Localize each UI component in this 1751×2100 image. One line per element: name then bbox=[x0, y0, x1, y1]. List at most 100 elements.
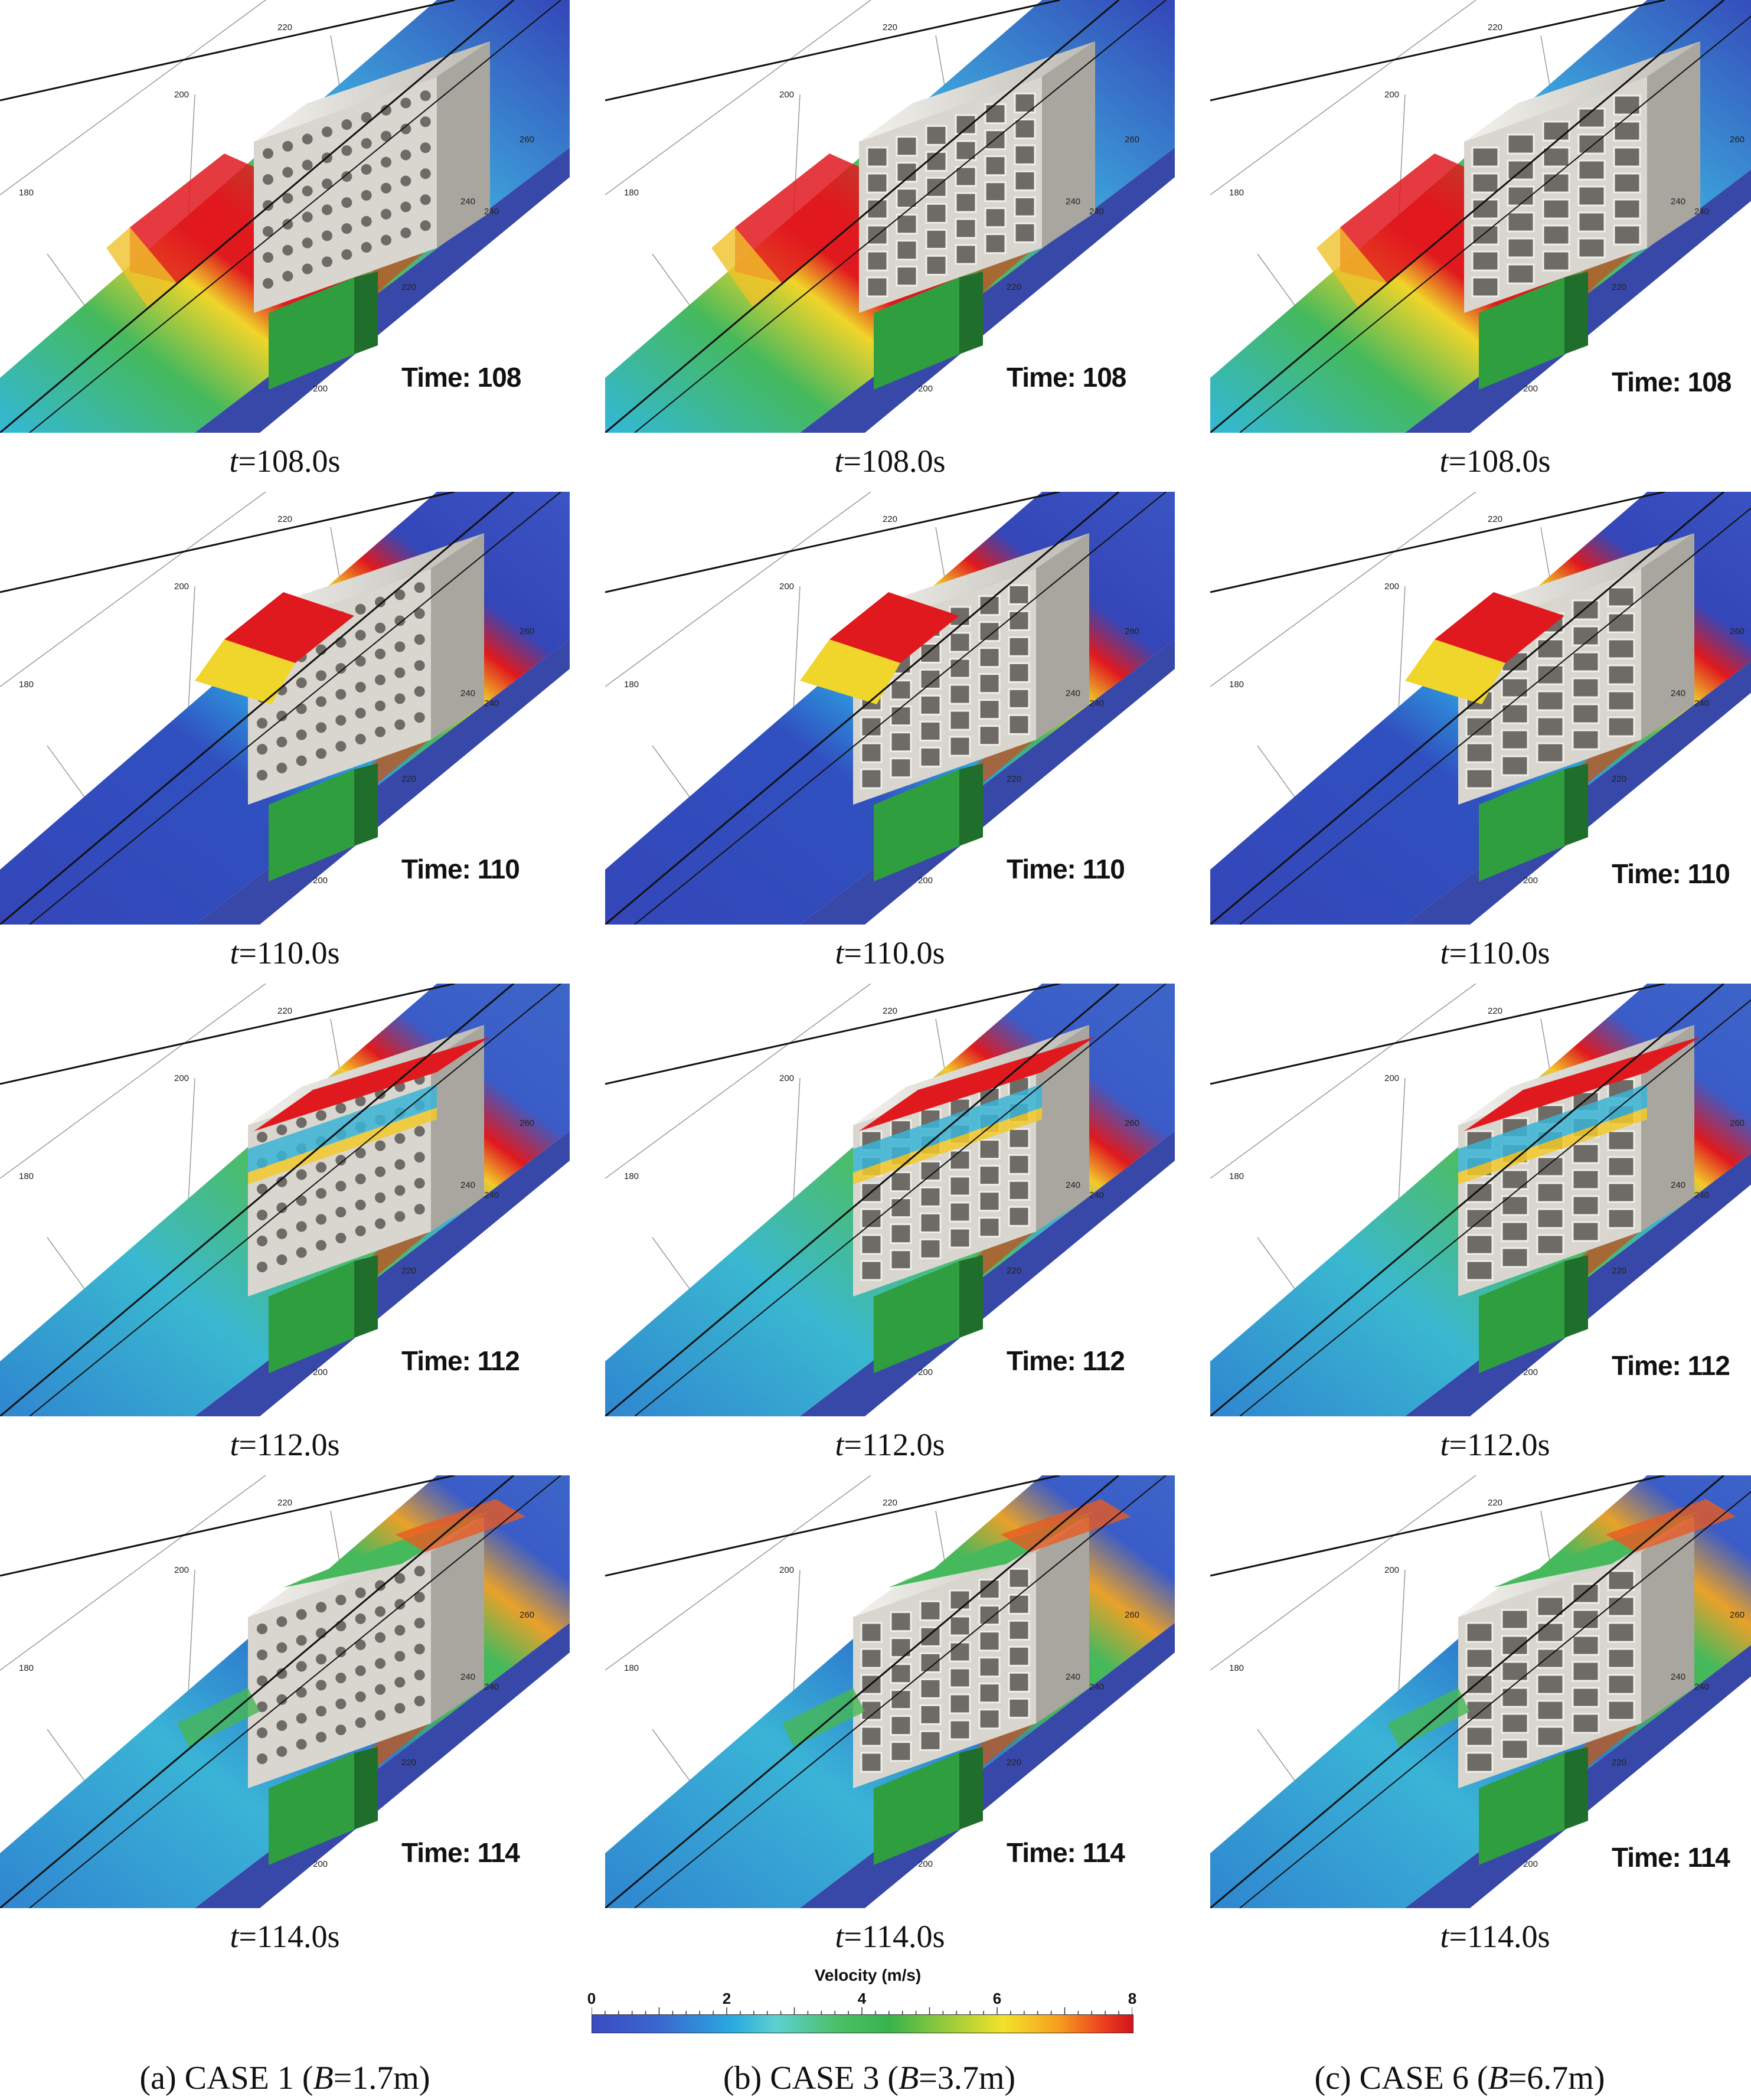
perforation-hole bbox=[282, 166, 293, 178]
perforation-hole bbox=[276, 736, 288, 747]
grid-line bbox=[1210, 0, 1476, 195]
building-roof bbox=[254, 41, 490, 142]
perforation-hole bbox=[919, 642, 942, 664]
flow-render bbox=[1210, 0, 1751, 433]
perforation-hole bbox=[316, 1110, 326, 1121]
axis-tick-label: 260 bbox=[520, 626, 535, 636]
perforation-hole bbox=[355, 1173, 366, 1184]
axis-tick-label: 200 bbox=[1523, 1859, 1538, 1869]
perforation-hole bbox=[400, 175, 411, 187]
overtopping-crest bbox=[1464, 1037, 1700, 1131]
perforation-hole bbox=[860, 1260, 883, 1281]
figure-grid: 180 200 220 240 260 200 220 240 Time: 108 t=108.0… bbox=[0, 0, 1751, 1954]
axis-tick-label: 220 bbox=[883, 1498, 898, 1508]
perforation-hole bbox=[1465, 742, 1494, 763]
overtopping-crest bbox=[224, 592, 354, 663]
perforation-hole bbox=[1507, 237, 1535, 259]
perforation-hole bbox=[316, 722, 326, 733]
axis-line-top bbox=[0, 492, 455, 593]
perforation-hole bbox=[955, 166, 977, 187]
axis-line-top bbox=[1210, 492, 1665, 593]
perforation-hole bbox=[1014, 222, 1036, 243]
perforation-hole bbox=[1008, 688, 1030, 709]
building-side bbox=[1647, 41, 1700, 248]
perforation-grid bbox=[1471, 94, 1641, 298]
axis-tick-label: 180 bbox=[19, 188, 34, 198]
perforation-hole bbox=[925, 125, 948, 146]
perforation-hole bbox=[394, 641, 406, 652]
perforation-hole bbox=[1536, 1674, 1564, 1695]
perforation-hole bbox=[919, 694, 942, 716]
axis-tick-label: 200 bbox=[779, 1565, 795, 1575]
perforation-hole bbox=[1008, 584, 1030, 605]
perforation-hole bbox=[860, 1234, 883, 1255]
perforation-hole bbox=[1014, 144, 1036, 165]
flow-render bbox=[605, 492, 1175, 925]
perforation-hole bbox=[949, 1589, 971, 1611]
axis-tick-label: 260 bbox=[1730, 1610, 1745, 1620]
perforation-hole bbox=[276, 1720, 288, 1731]
perforation-hole bbox=[1008, 1128, 1030, 1149]
perforation-hole bbox=[890, 1611, 912, 1632]
perforation-hole bbox=[1008, 1619, 1030, 1641]
axis-tick-label: 200 bbox=[779, 582, 795, 592]
perforation-hole bbox=[414, 582, 425, 593]
perforation-hole bbox=[896, 136, 918, 157]
perforation-hole bbox=[302, 211, 313, 223]
perforation-hole bbox=[257, 1650, 267, 1660]
perforation-hole bbox=[1613, 224, 1641, 246]
time-label: Time: 114 bbox=[401, 1837, 520, 1868]
perforation-hole bbox=[322, 230, 332, 241]
perforation-hole bbox=[949, 1667, 971, 1689]
axis-tick-label: 240 bbox=[1066, 1672, 1081, 1682]
building-side bbox=[1036, 1025, 1089, 1232]
perforation-hole bbox=[1507, 185, 1535, 207]
perforation-hole bbox=[263, 226, 273, 237]
perforation-hole bbox=[1536, 664, 1564, 685]
axis-line-center bbox=[605, 984, 1119, 1416]
overtopping-jet-yellow bbox=[248, 1108, 437, 1184]
perforation-hole bbox=[978, 1165, 1001, 1186]
axis-tick-label: 240 bbox=[1671, 688, 1686, 698]
perforation-hole bbox=[1465, 1648, 1494, 1669]
axis-tick-label: 200 bbox=[918, 876, 933, 886]
perforation-hole bbox=[919, 1704, 942, 1725]
perforation-hole bbox=[394, 1573, 406, 1584]
perforation-hole bbox=[1607, 690, 1635, 711]
perforation-hole bbox=[1542, 198, 1570, 220]
perforation-hole bbox=[335, 689, 347, 700]
perforation-hole bbox=[381, 234, 391, 246]
time-label: Time: 114 bbox=[1007, 1837, 1125, 1868]
perforation-hole bbox=[420, 194, 431, 205]
perforation-hole bbox=[316, 670, 326, 681]
grid-line bbox=[0, 0, 266, 195]
perforation-hole bbox=[896, 214, 918, 235]
perforation-hole bbox=[394, 1625, 406, 1636]
perforation-hole bbox=[1572, 1169, 1600, 1190]
perforation-hole bbox=[375, 1192, 386, 1203]
perforation-hole bbox=[949, 1693, 971, 1714]
perforation-hole bbox=[394, 1677, 406, 1688]
perforation-hole bbox=[400, 149, 411, 161]
perforation-hole bbox=[1008, 662, 1030, 683]
axis-tick-label: 240 bbox=[1089, 207, 1105, 217]
axis-tick-label: 200 bbox=[1384, 90, 1400, 100]
perforation-hole bbox=[400, 123, 411, 135]
axis-tick-label: 260 bbox=[1730, 135, 1745, 145]
perforation-hole bbox=[296, 1609, 307, 1620]
perforation-hole bbox=[919, 1678, 942, 1699]
simulation-panel: 180 200 220 240 260 200 220 240 Time: 108 bbox=[605, 0, 1175, 433]
colorbar-gradient bbox=[592, 2014, 1133, 2033]
time-label: Time: 112 bbox=[1612, 1350, 1730, 1381]
perforation-hole bbox=[978, 725, 1001, 746]
building-side bbox=[1641, 1025, 1694, 1232]
downstream-splash bbox=[1606, 1499, 1736, 1552]
perforation-hole bbox=[302, 237, 313, 249]
grid-line bbox=[605, 492, 871, 687]
perforation-hole bbox=[1607, 1674, 1635, 1695]
perforation-hole bbox=[1471, 276, 1500, 298]
panel-caption: t=112.0s bbox=[1440, 1427, 1550, 1462]
perforation-hole bbox=[1577, 211, 1606, 233]
axis-tick-label: 220 bbox=[401, 1266, 417, 1276]
perforation-hole bbox=[335, 715, 347, 726]
